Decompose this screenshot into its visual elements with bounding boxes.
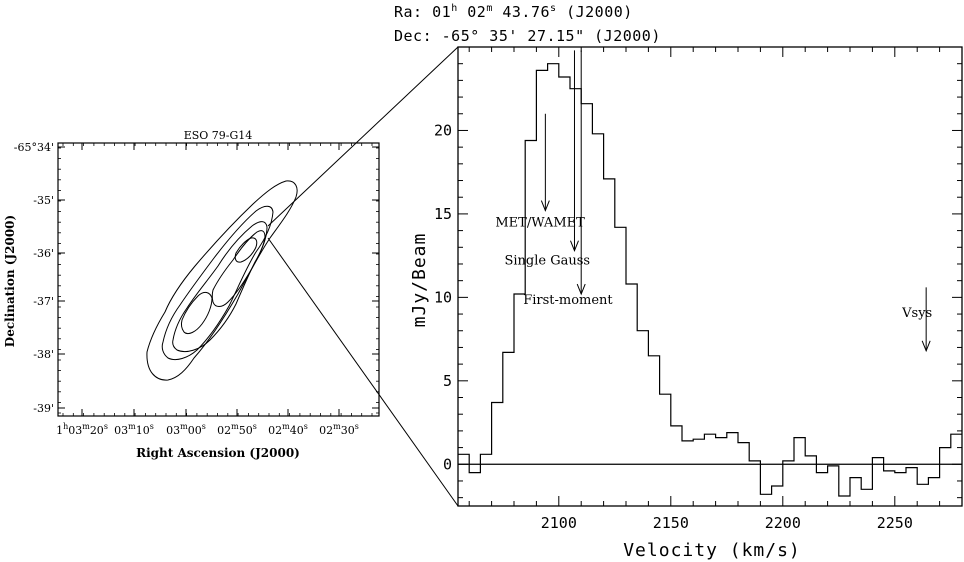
x-tick-label: 2150	[653, 514, 689, 532]
contour-level-2	[161, 205, 274, 361]
contour-title: ESO 79-G14	[184, 129, 253, 142]
y-tick-label: 15	[434, 205, 452, 223]
y-tick-label: 10	[434, 288, 452, 306]
dec-tick-label: -39'	[33, 402, 54, 415]
contour-panel: ESO 79-G14 1h03m20s 03m10s 03m00s 02m50s 02m…	[3, 129, 380, 460]
ra-tick-label: 1h03m20s	[56, 422, 108, 437]
dec-tick-label: -38'	[33, 348, 54, 361]
dec-tick-label: -65°34'	[14, 141, 54, 154]
x-tick-label: 2200	[765, 514, 801, 532]
y-tick-label: 0	[443, 455, 452, 473]
annotation-arrowhead	[921, 340, 931, 353]
ra-header: Ra: 01h 02m 43.76s (J2000)	[394, 3, 633, 21]
contour-frame	[57, 142, 380, 417]
annotation-label: MET/WAMET	[495, 216, 585, 231]
dec-tick-label: -35'	[33, 194, 54, 207]
y-tick-label: 20	[434, 121, 452, 139]
annotation-arrowhead	[570, 240, 579, 252]
spectrum-panel: 2100 2150 2200 2250 0 5 10 15 20 MET/WAMET Single…	[409, 46, 963, 561]
annotation-label: First-moment	[523, 293, 613, 308]
dec-tick-label: -36'	[33, 247, 54, 260]
contour-axes: 1h03m20s 03m10s 03m00s 02m50s 02m40s 02m30s -6…	[14, 141, 379, 437]
zoom-line-top	[267, 46, 459, 227]
annotation-label: Vsys	[901, 306, 932, 321]
y-tick-label: 5	[443, 372, 452, 390]
contour-xlabel: Right Ascension (J2000)	[136, 446, 300, 460]
spectrum-axes: 2100 2150 2200 2250 0 5 10 15 20	[434, 46, 963, 532]
dec-header: Dec: -65° 35' 27.15" (J2000)	[394, 27, 661, 45]
ra-tick-label: 02m50s	[217, 422, 257, 437]
x-tick-label: 2100	[541, 514, 577, 532]
spectrum-xlabel: Velocity (km/s)	[623, 540, 801, 561]
ra-tick-label: 02m30s	[319, 422, 359, 437]
dec-tick-label: -37'	[33, 295, 54, 308]
zoom-line-bottom	[267, 237, 459, 507]
contour-ylabel: Declination (J2000)	[3, 215, 17, 347]
spectrum-ylabel: mJy/Beam	[409, 233, 430, 328]
annotation-arrowhead	[576, 283, 586, 296]
contour-level-5	[234, 237, 258, 263]
contour-level-4	[180, 291, 213, 335]
annotation-arrowhead	[540, 200, 550, 212]
contour-lines	[146, 180, 298, 381]
ra-tick-label: 02m40s	[268, 422, 308, 437]
contour-level-1	[146, 180, 298, 381]
ra-tick-label: 03m10s	[114, 422, 154, 437]
spectrum-series	[458, 63, 962, 497]
velocity-annotations: MET/WAMET Single Gauss First-moment Vsys	[495, 50, 932, 353]
contour-level-3	[172, 221, 268, 353]
spectrum-frame	[457, 46, 963, 507]
ra-tick-label: 03m00s	[166, 422, 206, 437]
annotation-label: Single Gauss	[504, 254, 590, 269]
x-tick-label: 2250	[877, 514, 913, 532]
